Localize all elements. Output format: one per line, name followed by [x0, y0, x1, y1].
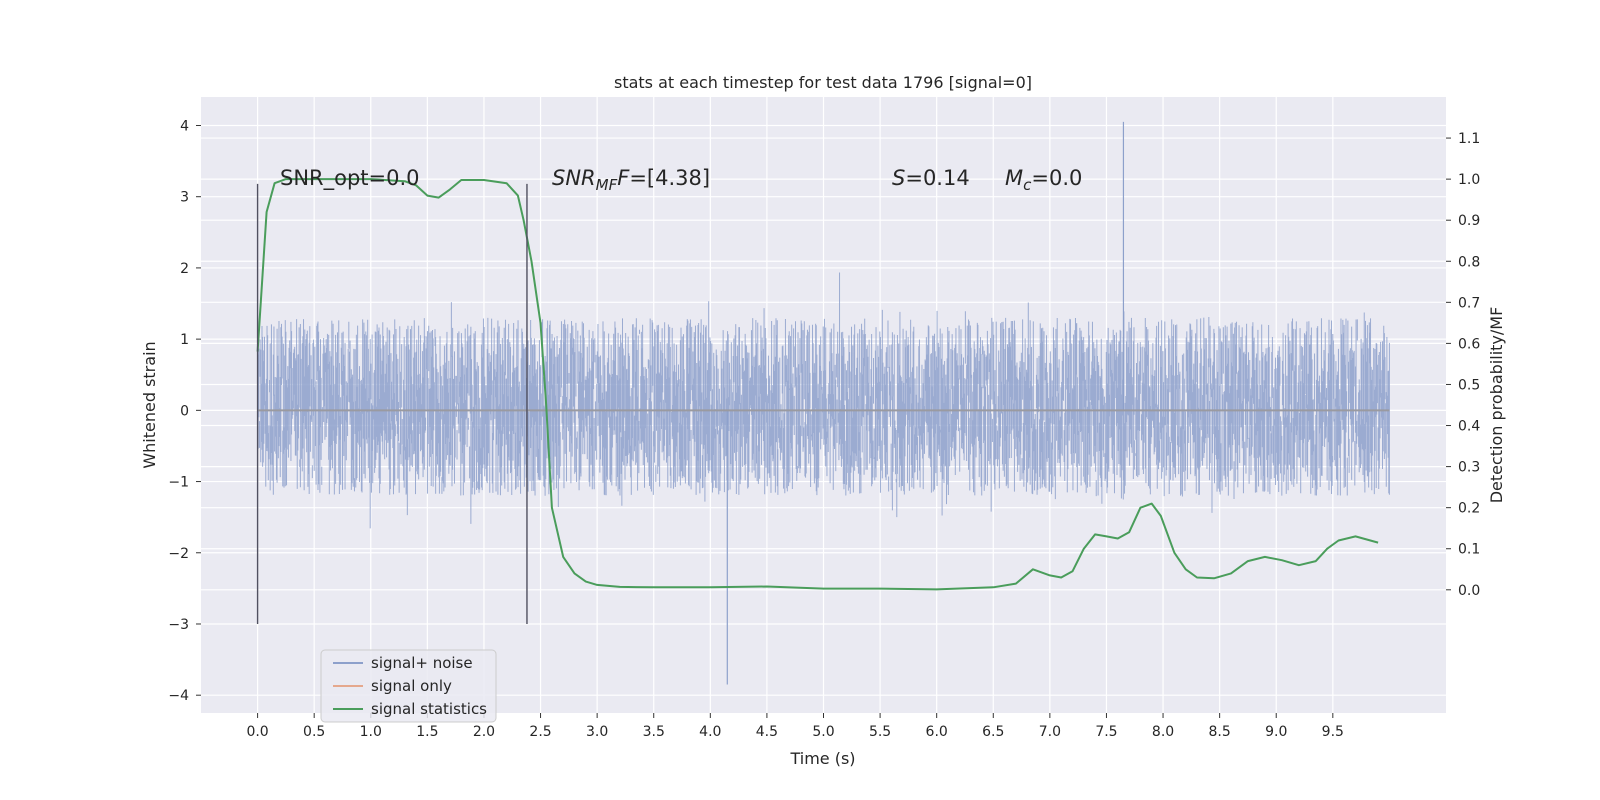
x-tick-label: 2.0 [473, 724, 495, 740]
signal-statistics-line [256, 178, 1379, 591]
x-tick-label: 8.5 [1209, 724, 1231, 740]
x-tick-label: 7.5 [1095, 724, 1117, 740]
y2-tick-label: 0.5 [1458, 377, 1480, 393]
x-tick-label: 3.5 [643, 724, 665, 740]
annotation-snr-mf: SNRMFF=[4.38] [552, 166, 710, 194]
x-tick-label: 9.5 [1322, 724, 1344, 740]
x-tick-label: 5.5 [869, 724, 891, 740]
vertical-markers [256, 183, 528, 624]
y-tick-label: 1 [180, 332, 189, 348]
annotation-snr-mf-value: =[4.38] [629, 166, 710, 190]
y-tick-labels: 4 3 2 1 0 −1 −2 −3 −4 [168, 118, 201, 704]
chart-title: stats at each timestep for test data 179… [614, 73, 1032, 92]
x-axis-label: Time (s) [789, 749, 855, 768]
y-tick-label: −1 [168, 475, 189, 491]
legend-label-signal-statistics: signal statistics [371, 700, 487, 718]
x-tick-label: 8.0 [1152, 724, 1174, 740]
y2-tick-label: 0.6 [1458, 336, 1480, 352]
y2-tick-label: 0.1 [1458, 542, 1480, 558]
x-tick-labels: 0.0 0.5 1.0 1.5 2.0 2.5 3.0 3.5 4.0 4.5 5.0 5.5 6.0 6… [246, 713, 1344, 740]
annotation-snr-mf-main: SNR [552, 166, 596, 190]
x-tick-label: 5.0 [812, 724, 834, 740]
y-tick-label: 0 [180, 403, 189, 419]
y-tick-label: −4 [168, 688, 189, 704]
annotation-snr-mf-sub: MF [596, 176, 618, 194]
x-tick-label: 1.0 [360, 724, 382, 740]
legend-box [320, 649, 497, 723]
x-tick-label: 4.0 [699, 724, 721, 740]
y-tick-label: 2 [180, 261, 189, 277]
x-tick-label: 6.0 [926, 724, 948, 740]
x-tick-label: 6.5 [982, 724, 1004, 740]
y-tick-label: 4 [180, 118, 189, 134]
x-tick-label: 9.0 [1265, 724, 1287, 740]
annotation-mc-main: M [1005, 166, 1023, 190]
y2-axis-label: Detection probability/MF [1487, 307, 1506, 504]
y2-tick-label: 0.7 [1458, 295, 1480, 311]
annotation-snr-opt: SNR_opt=0.0 [280, 166, 420, 191]
y-tick-label: 3 [180, 190, 189, 206]
y-axis-label: Whitened strain [140, 341, 159, 468]
legend: signal+ noise signal only signal statist… [320, 649, 497, 723]
y2-tick-label: 1.0 [1458, 172, 1480, 188]
y2-tick-label: 0.3 [1458, 460, 1480, 476]
y2-tick-label: 0.2 [1458, 501, 1480, 517]
y2-tick-label: 1.1 [1458, 131, 1480, 147]
x-tick-label: 0.5 [303, 724, 325, 740]
y2-tick-label: 0.8 [1458, 254, 1480, 270]
y2-tick-label: 0.4 [1458, 419, 1480, 435]
x-tick-label: 0.0 [246, 724, 268, 740]
y2-tick-label: 0.9 [1458, 213, 1480, 229]
x-tick-label: 2.5 [529, 724, 551, 740]
y2-tick-labels: 1.1 1.0 0.9 0.8 0.7 0.6 0.5 0.4 0.3 0.2 0.1 0.0 [1446, 131, 1480, 599]
annotation-s-value: =0.14 [905, 166, 969, 190]
series-lines [256, 178, 1390, 591]
legend-label-signal-only: signal only [371, 677, 452, 695]
series-signal-noise [257, 121, 1390, 685]
legend-label-signal-noise: signal+ noise [371, 654, 473, 672]
y-tick-label: −2 [168, 546, 189, 562]
annotation-s-label: S [892, 166, 905, 190]
x-tick-label: 7.0 [1039, 724, 1061, 740]
annotation-mc-value: =0.0 [1031, 166, 1082, 190]
annotation-mc: Mc=0.0 [1005, 166, 1082, 194]
x-tick-label: 3.0 [586, 724, 608, 740]
annotation-s: S=0.14 [892, 166, 970, 190]
x-tick-label: 4.5 [756, 724, 778, 740]
y-tick-label: −3 [168, 617, 189, 633]
annotation-mc-sub: c [1023, 176, 1032, 194]
x-tick-label: 1.5 [416, 724, 438, 740]
y2-tick-label: 0.0 [1458, 583, 1480, 599]
